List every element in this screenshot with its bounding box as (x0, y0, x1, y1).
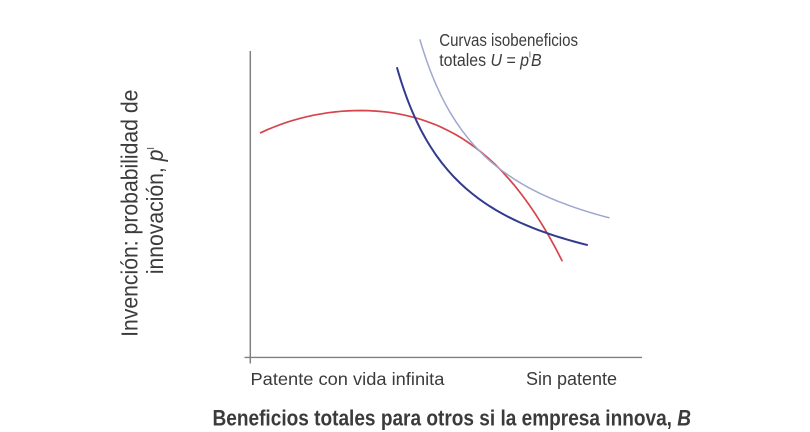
svg-text:totales U = pIB: totales U = pIB (439, 50, 541, 70)
svg-text:Invención: probabilidad de: Invención: probabilidad de (117, 90, 143, 337)
svg-text:Beneficios totales para otros: Beneficios totales para otros si la empr… (213, 407, 692, 431)
svg-text:Curvas isobeneficios: Curvas isobeneficios (439, 30, 578, 51)
svg-text:Patente con vida infinita: Patente con vida infinita (251, 369, 446, 389)
svg-text:innovación, pI: innovación, pI (142, 147, 168, 274)
svg-text:Sin patente: Sin patente (526, 369, 617, 389)
